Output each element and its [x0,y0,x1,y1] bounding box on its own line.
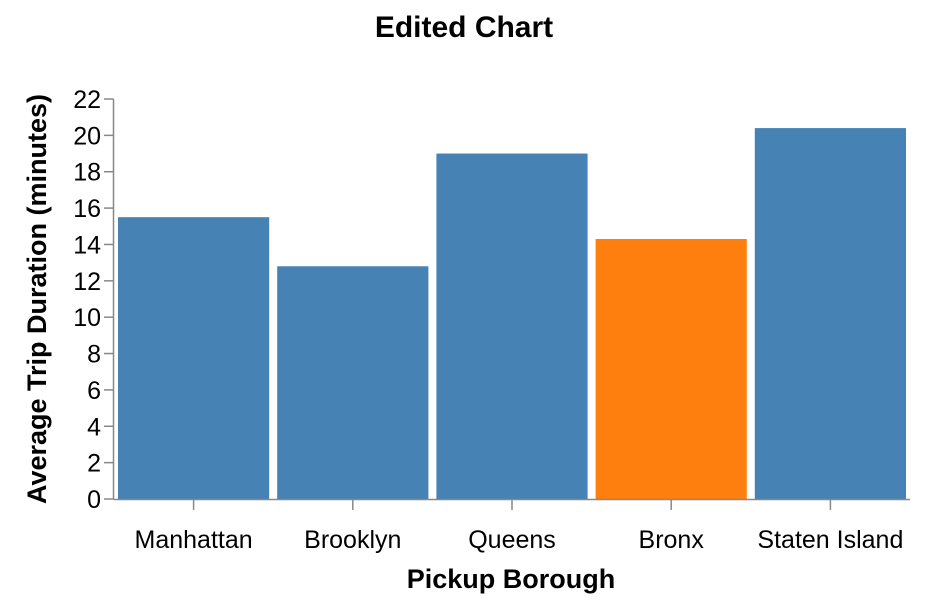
y-tick-label: 20 [73,122,101,150]
x-axis: Manhattan Brooklyn Queens Bronx Staten Islan… [113,498,910,554]
x-tick-label: Queens [468,526,556,554]
bar-staten-island [754,128,906,499]
y-tick-label: 4 [87,413,101,441]
x-tick-label: Manhattan [135,526,253,554]
y-tick-label: 16 [73,195,101,223]
y-tick-label: 6 [87,377,101,405]
y-tick-label: 14 [73,231,101,259]
bar-bronx [595,239,747,499]
bar-manhattan [118,217,270,499]
chart-title: Edited Chart [375,11,553,44]
y-tick-label: 10 [73,304,101,332]
bar-queens [436,153,588,499]
bar-brooklyn [277,266,429,499]
y-tick-label: 22 [73,86,101,114]
y-tick-label: 18 [73,159,101,187]
x-tick-label: Bronx [639,526,705,554]
x-tick-label: Staten Island [757,526,903,554]
y-axis: 0 2 4 6 8 10 12 14 16 18 20 22 [73,86,115,514]
y-tick-label: 2 [87,450,101,478]
y-tick-label: 0 [87,486,101,514]
x-tick-label: Brooklyn [304,526,401,554]
x-axis-title: Pickup Borough [407,564,616,594]
plot-area: 0 2 4 6 8 10 12 14 16 18 20 22 Manhattan Brooklyn Que… [73,86,910,554]
y-axis-title: Average Trip Duration (minutes) [22,94,52,504]
y-tick-label: 8 [87,341,101,369]
y-tick-label: 12 [73,268,101,296]
bars-group [118,128,906,499]
